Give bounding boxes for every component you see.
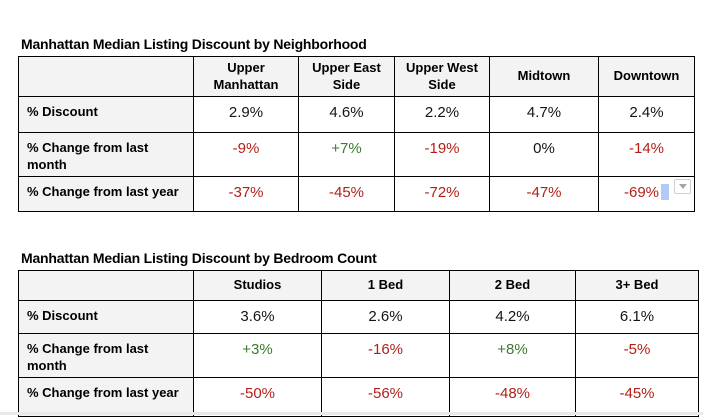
table-row-change-year: % Change from last year -37% -45% -72% -… (18, 175, 695, 212)
row-label-discount[interactable]: % Discount (18, 96, 194, 133)
data-cell[interactable]: -19% (394, 132, 490, 177)
data-cell[interactable]: -37% (193, 175, 299, 212)
data-cell[interactable]: 2.4% (598, 96, 695, 133)
data-cell[interactable]: -56% (321, 376, 450, 417)
column-header-studios[interactable]: Studios (193, 269, 322, 301)
row-label-change-month[interactable]: % Change from last month (18, 132, 194, 177)
table-row-change-month: % Change from last month +3% -16% +8% -5… (18, 332, 699, 378)
bedroom-section: Manhattan Median Listing Discount by Bed… (18, 250, 703, 417)
table-row-discount: % Discount 3.6% 2.6% 4.2% 6.1% (18, 299, 699, 334)
row-label-discount[interactable]: % Discount (18, 299, 194, 334)
data-cell[interactable]: -14% (598, 132, 695, 177)
data-cell[interactable]: -48% (449, 376, 576, 417)
data-cell[interactable]: 2.9% (193, 96, 299, 133)
corner-header-cell[interactable] (18, 56, 194, 97)
column-header-upper-west-side[interactable]: Upper West Side (394, 56, 490, 97)
data-cell[interactable]: 4.7% (489, 96, 599, 133)
neighborhood-table: Upper Manhattan Upper East Side Upper We… (18, 56, 695, 212)
data-cell[interactable]: -45% (575, 376, 699, 417)
corner-header-cell[interactable] (18, 269, 194, 301)
data-cell[interactable]: -47% (489, 175, 599, 212)
column-header-midtown[interactable]: Midtown (489, 56, 599, 97)
data-cell-value: -69% (623, 183, 660, 201)
row-label-change-year[interactable]: % Change from last year (18, 376, 194, 417)
column-header-3plus-bed[interactable]: 3+ Bed (575, 269, 699, 301)
data-cell[interactable]: -50% (193, 376, 322, 417)
text-selection-cursor (661, 183, 670, 200)
data-cell[interactable]: -72% (394, 175, 490, 212)
chevron-down-icon (678, 183, 687, 189)
data-cell[interactable]: 3.6% (193, 299, 322, 334)
row-label-change-month[interactable]: % Change from last month (18, 332, 194, 378)
column-header-downtown[interactable]: Downtown (598, 56, 695, 97)
bedroom-table: Studios 1 Bed 2 Bed 3+ Bed % Discount 3.… (18, 269, 699, 417)
data-cell[interactable]: +3% (193, 332, 322, 378)
data-cell[interactable]: -16% (321, 332, 450, 378)
column-header-1-bed[interactable]: 1 Bed (321, 269, 450, 301)
column-header-upper-manhattan[interactable]: Upper Manhattan (193, 56, 299, 97)
neighborhood-section: Manhattan Median Listing Discount by Nei… (18, 36, 703, 212)
data-cell[interactable]: -9% (193, 132, 299, 177)
data-cell[interactable]: -45% (298, 175, 395, 212)
table-header-row: Studios 1 Bed 2 Bed 3+ Bed (18, 269, 699, 301)
column-header-upper-east-side[interactable]: Upper East Side (298, 56, 395, 97)
data-cell[interactable]: 4.2% (449, 299, 576, 334)
column-header-2-bed[interactable]: 2 Bed (449, 269, 576, 301)
table-header-row: Upper Manhattan Upper East Side Upper We… (18, 56, 695, 97)
viewport-bottom-edge (0, 412, 703, 415)
neighborhood-table-title: Manhattan Median Listing Discount by Nei… (21, 36, 367, 52)
data-cell[interactable]: -5% (575, 332, 699, 378)
data-cell[interactable]: 4.6% (298, 96, 395, 133)
bedroom-table-title: Manhattan Median Listing Discount by Bed… (21, 249, 377, 266)
data-cell[interactable]: 0% (489, 132, 599, 177)
data-cell[interactable]: +8% (449, 332, 576, 378)
table-row-discount: % Discount 2.9% 4.6% 2.2% 4.7% 2.4% (18, 96, 695, 133)
data-cell[interactable]: 6.1% (575, 299, 699, 334)
table-row-change-year: % Change from last year -50% -56% -48% -… (18, 376, 699, 417)
data-cell-with-cursor[interactable]: -69% (598, 175, 695, 212)
data-cell[interactable]: +7% (298, 132, 395, 177)
data-cell[interactable]: 2.2% (394, 96, 490, 133)
row-label-change-year[interactable]: % Change from last year (18, 175, 194, 212)
table-options-dropdown-button[interactable] (674, 178, 691, 194)
data-cell[interactable]: 2.6% (321, 299, 450, 334)
table-row-change-month: % Change from last month -9% +7% -19% 0%… (18, 132, 695, 177)
